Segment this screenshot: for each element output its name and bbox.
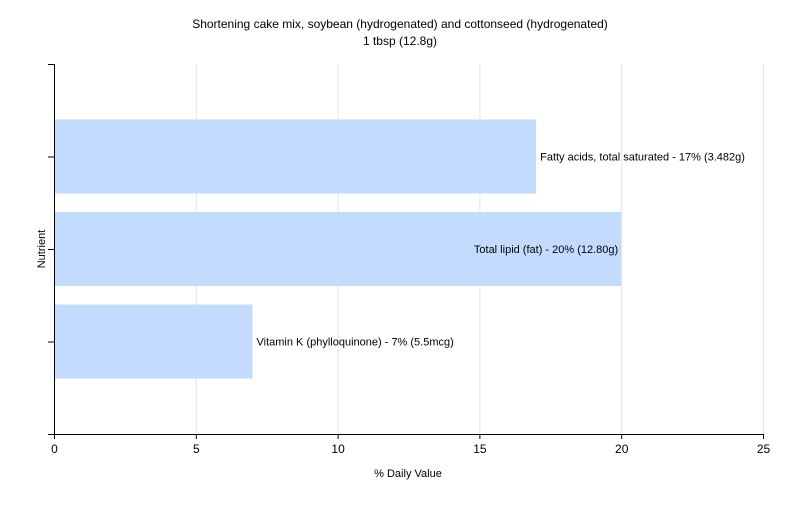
x-tick-label: 25 [757, 442, 771, 456]
y-axis-label: Nutrient [36, 230, 48, 269]
x-tick-label: 5 [193, 442, 200, 456]
bar [54, 119, 537, 194]
bar [54, 212, 622, 286]
data-label: Vitamin K (phylloquinone) - 7% (5.5mcg) [257, 337, 454, 349]
x-tick-label: 0 [51, 442, 58, 456]
bar [54, 304, 253, 379]
bars: Fatty acids, total saturated - 17% (3.48… [54, 119, 745, 379]
x-tick-label: 10 [331, 442, 345, 456]
chart-subtitle: 1 tbsp (12.8g) [363, 34, 437, 48]
data-label: Total lipid (fat) - 20% (12.80g) [474, 244, 618, 256]
x-tick-label: 20 [615, 442, 629, 456]
x-tick-label: 15 [473, 442, 487, 456]
chart-title: Shortening cake mix, soybean (hydrogenat… [192, 17, 608, 31]
x-axis-label: % Daily Value [374, 468, 442, 480]
data-label: Fatty acids, total saturated - 17% (3.48… [540, 152, 745, 164]
axes: 0 5 10 15 20 25 [48, 64, 770, 456]
